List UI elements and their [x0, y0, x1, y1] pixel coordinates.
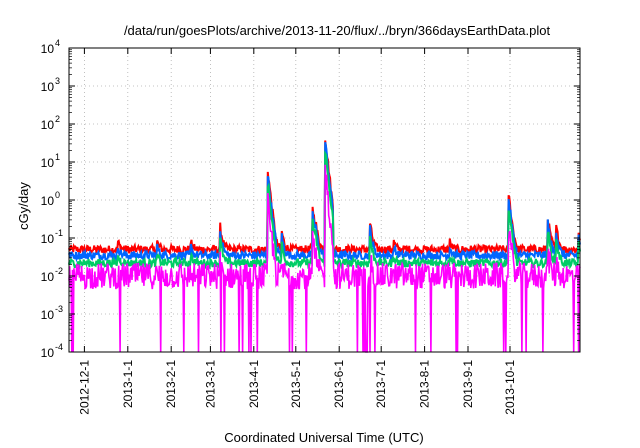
y-tick-label-exponent: 4	[55, 38, 60, 48]
x-tick-label: 2013-9-1	[461, 360, 475, 408]
y-tick-label: 10	[41, 308, 55, 322]
y-tick-label: 10	[41, 194, 55, 208]
y-tick-label: 10	[41, 118, 55, 132]
x-tick-label: 2013-2-1	[164, 360, 178, 408]
y-tick-label: 10	[41, 270, 55, 284]
x-axis: 2012-12-1 2013-1-1 2013-2-1 2013-3-1 2013-4-…	[77, 48, 517, 415]
y-tick-label-exponent: -4	[55, 342, 63, 352]
y-tick-label: 10	[41, 156, 55, 170]
y-tick-label-exponent: 3	[55, 76, 60, 86]
y-tick-label: 10	[41, 346, 55, 360]
x-tick-label: 2013-4-1	[247, 360, 261, 408]
x-tick-label: 2013-10-1	[503, 360, 517, 415]
x-tick-label: 2013-8-1	[418, 360, 432, 408]
x-tick-label: 2013-6-1	[332, 360, 346, 408]
x-tick-label: 2013-5-1	[289, 360, 303, 408]
x-tick-label: 2012-12-1	[77, 360, 91, 415]
x-tick-label: 2013-1-1	[121, 360, 135, 408]
y-tick-label-exponent: 2	[55, 114, 60, 124]
y-tick-label-exponent: -1	[55, 228, 63, 238]
y-tick-label: 10	[41, 232, 55, 246]
y-tick-label-exponent: 0	[55, 190, 60, 200]
y-tick-label-exponent: -3	[55, 304, 63, 314]
y-tick-label-exponent: -2	[55, 266, 63, 276]
x-tick-label: 2013-3-1	[203, 360, 217, 408]
plot-area	[68, 140, 581, 353]
x-tick-label: 2013-7-1	[374, 360, 388, 408]
y-tick-label: 10	[41, 42, 55, 56]
y-tick-label: 10	[41, 80, 55, 94]
series-line	[68, 164, 581, 353]
y-axis-label: cGy/day	[16, 182, 31, 230]
chart-title: /data/run/goesPlots/archive/2013-11-20/f…	[124, 23, 551, 38]
y-tick-label-exponent: 1	[55, 152, 60, 162]
x-axis-label: Coordinated Universal Time (UTC)	[224, 430, 423, 445]
